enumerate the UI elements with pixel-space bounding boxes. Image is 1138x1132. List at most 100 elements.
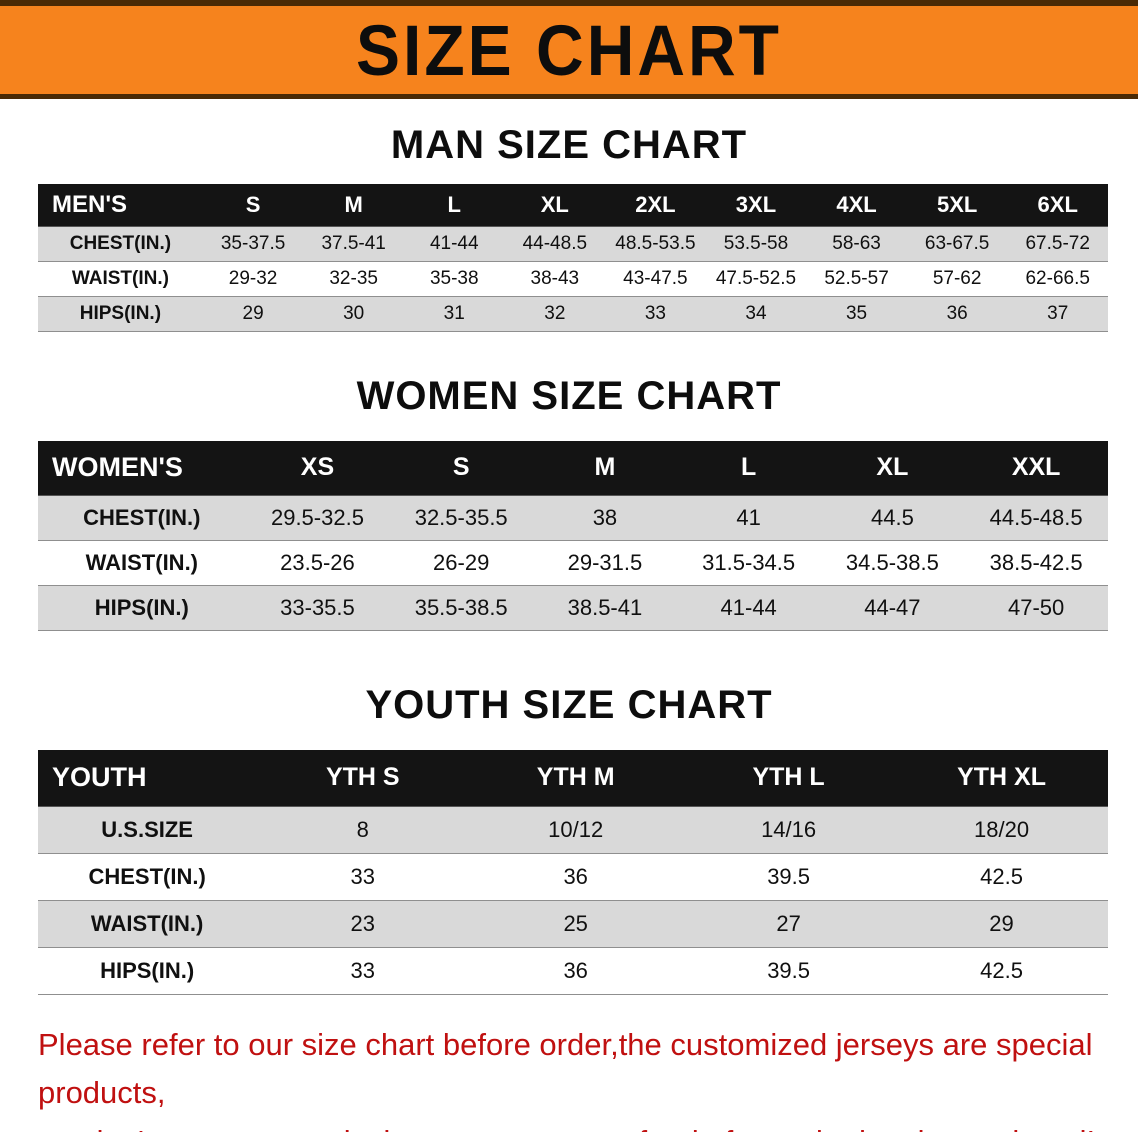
size-table: WOMEN'S XS S M L XL XXL CHEST(IN.) 29.5-32.5 32.5… [38,440,1108,631]
size-value: 33 [256,853,470,901]
disclaimer-text: Please refer to our size chart before or… [38,1021,1118,1132]
banner-title: SIZE CHART [356,10,782,90]
youth-section-title: YOUTH SIZE CHART [365,683,773,727]
size-table: MEN'S S M L XL 2XL 3XL 4XL 5XL 6XL CHEST(IN.) 35-37… [38,184,1108,332]
size-value: 63-67.5 [906,225,1008,262]
size-value: 37 [1007,296,1108,332]
size-value: 47-50 [964,585,1108,631]
size-value: 44.5 [820,495,965,541]
table-group-label: WOMEN'S [38,440,246,496]
table-row: CHEST(IN.) 33 36 39.5 42.5 [38,853,1108,901]
section-men: MAN SIZE CHART MEN'S S M L XL 2XL 3XL 4XL 5XL 6XL… [0,99,1138,332]
youth-size-table: YOUTH YTH S YTH M YTH L YTH XL U.S.SIZE 8 10/12… [38,750,1108,995]
size-value: 48.5-53.5 [605,225,706,262]
size-value: 42.5 [895,853,1108,901]
size-value: 38.5-42.5 [964,540,1108,586]
table-row: HIPS(IN.) 33-35.5 35.5-38.5 38.5-41 41-44 44-… [38,585,1108,631]
women-section-title: WOMEN SIZE CHART [356,373,782,418]
size-value: 33 [605,296,706,332]
size-value: 31 [403,296,505,332]
size-value: 44.5-48.5 [964,495,1108,541]
size-value: 67.5-72 [1007,225,1108,262]
table-row: HIPS(IN.) 29 30 31 32 33 34 35 36 37 [38,296,1108,332]
size-column-header: L [676,440,821,496]
disclaimer-line-2: we don't accept cancel, change, teturn o… [38,1118,1118,1132]
size-value: 62-66.5 [1007,261,1108,297]
size-value: 47.5-52.5 [705,261,807,297]
size-value: 8 [256,805,470,854]
size-column-header: XXL [964,440,1108,496]
size-value: 36 [469,853,683,901]
size-value: 42.5 [895,947,1108,995]
size-value: 35-37.5 [202,225,304,262]
size-column-header: XS [245,440,390,496]
size-value: 23.5-26 [245,540,390,586]
size-value: 38.5-41 [533,585,677,631]
size-value: 32-35 [303,261,404,297]
size-value: 29-32 [202,261,304,297]
size-value: 35.5-38.5 [389,585,534,631]
row-label: U.S.SIZE [38,805,257,854]
table-row: WAIST(IN.) 23.5-26 26-29 29-31.5 31.5-34.5 34… [38,540,1108,586]
size-value: 10/12 [469,805,683,854]
men-section-title: MAN SIZE CHART [390,123,748,167]
size-value: 43-47.5 [605,261,706,297]
size-column-header: 5XL [906,184,1008,226]
section-women: WOMEN SIZE CHART WOMEN'S XS S M L XL XXL CHEST(… [0,332,1138,631]
size-column-header: 3XL [705,184,807,226]
size-value: 25 [469,900,683,948]
size-column-header: 2XL [605,184,706,226]
section-youth: YOUTH SIZE CHART YOUTH YTH S YTH M YTH L YTH… [0,631,1138,995]
size-value: 37.5-41 [303,225,404,262]
size-value: 27 [682,900,896,948]
size-value: 41-44 [403,225,505,262]
size-value: 39.5 [682,947,896,995]
size-value: 23 [256,900,470,948]
size-value: 41 [676,495,821,541]
size-value: 29-31.5 [533,540,677,586]
table-row: CHEST(IN.) 29.5-32.5 32.5-35.5 38 41 44.5 44.5… [38,495,1108,541]
size-column-header: M [303,184,404,226]
size-value: 34 [705,296,807,332]
row-label: WAIST(IN.) [38,540,246,586]
size-value: 18/20 [895,805,1108,854]
size-column-header: YTH XL [895,750,1108,806]
table-header-row: MEN'S S M L XL 2XL 3XL 4XL 5XL 6XL [38,184,1108,226]
size-value: 44-48.5 [504,225,606,262]
size-value: 32.5-35.5 [389,495,534,541]
size-value: 31.5-34.5 [676,540,821,586]
row-label: HIPS(IN.) [38,947,257,995]
row-label: WAIST(IN.) [38,261,203,297]
size-column-header: S [202,184,304,226]
table-group-label: MEN'S [38,184,203,226]
size-value: 35 [806,296,907,332]
women-size-table: WOMEN'S XS S M L XL XXL CHEST(IN.) 29.5-32.5 32.5… [38,440,1108,631]
size-value: 14/16 [682,805,896,854]
size-table: YOUTH YTH S YTH M YTH L YTH XL U.S.SIZE 8 10/12… [38,750,1108,995]
size-value: 36 [469,947,683,995]
men-size-table: MEN'S S M L XL 2XL 3XL 4XL 5XL 6XL CHEST(IN.) 35-37… [38,184,1108,332]
row-label: CHEST(IN.) [38,225,203,262]
size-value: 30 [303,296,404,332]
size-value: 52.5-57 [806,261,907,297]
size-value: 29 [895,900,1108,948]
size-column-header: XL [820,440,965,496]
table-header-row: WOMEN'S XS S M L XL XXL [38,440,1108,496]
table-group-label: YOUTH [38,750,257,806]
size-column-header: YTH S [256,750,470,806]
size-column-header: YTH L [682,750,896,806]
size-column-header: XL [504,184,606,226]
row-label: CHEST(IN.) [38,495,246,541]
size-column-header: L [403,184,505,226]
table-row: CHEST(IN.) 35-37.5 37.5-41 41-44 44-48.5 48.5… [38,225,1108,262]
size-value: 53.5-58 [705,225,807,262]
size-value: 29.5-32.5 [245,495,390,541]
size-value: 34.5-38.5 [820,540,965,586]
size-value: 41-44 [676,585,821,631]
row-label: WAIST(IN.) [38,900,257,948]
size-value: 33-35.5 [245,585,390,631]
disclaimer-line-1: Please refer to our size chart before or… [38,1026,1093,1111]
table-row: WAIST(IN.) 29-32 32-35 35-38 38-43 43-47.5 47.… [38,261,1108,297]
size-column-header: 6XL [1007,184,1108,226]
